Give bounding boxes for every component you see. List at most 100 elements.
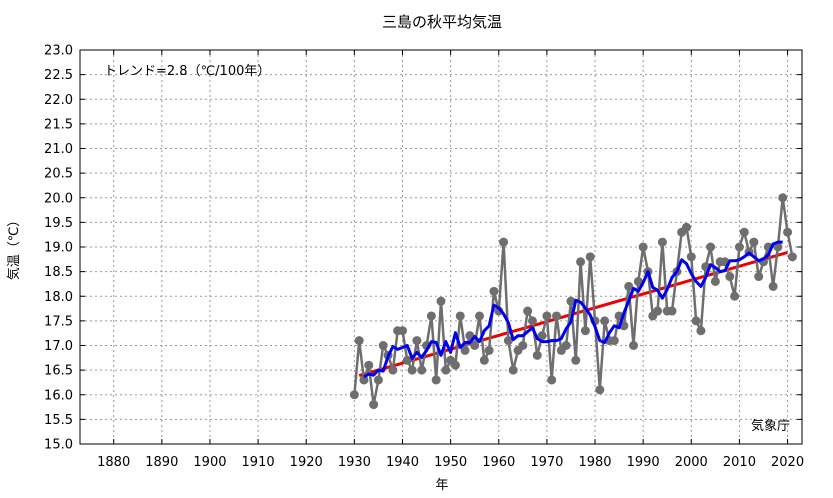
- x-tick-label: 1880: [97, 455, 130, 470]
- annual-point: [734, 242, 744, 252]
- annual-point: [629, 341, 639, 350]
- annual-point: [576, 257, 586, 267]
- y-tick-label: 21.0: [44, 142, 73, 157]
- annual-point: [441, 365, 451, 375]
- annual-point: [657, 237, 667, 247]
- annual-point: [787, 252, 797, 262]
- annual-point: [354, 336, 364, 346]
- grid: [80, 50, 802, 444]
- annual-point: [706, 242, 716, 252]
- y-tick-label: 15.0: [44, 438, 73, 453]
- annual-point: [426, 311, 436, 321]
- x-tick-label: 1970: [530, 455, 563, 470]
- annual-point: [667, 306, 677, 316]
- y-tick-label: 22.0: [44, 93, 73, 108]
- x-tick-label: 1900: [193, 455, 226, 470]
- annual-point: [768, 281, 778, 291]
- annual-point: [681, 222, 691, 232]
- annual-point: [369, 400, 379, 410]
- annual-point: [499, 237, 509, 247]
- trend-annotation: トレンド=2.8（℃/100年）: [104, 64, 270, 79]
- y-tick-label: 22.5: [44, 68, 73, 83]
- x-tick-label: 2000: [675, 455, 708, 470]
- annual-point: [725, 272, 735, 282]
- annual-point: [653, 306, 663, 316]
- annual-point: [417, 365, 427, 375]
- y-tick-label: 20.5: [44, 167, 73, 182]
- annual-point: [450, 360, 460, 370]
- y-tick-label: 16.0: [44, 388, 73, 403]
- y-tick-label: 21.5: [44, 117, 73, 132]
- x-tick-label: 1940: [386, 455, 419, 470]
- annual-point: [552, 311, 562, 321]
- annual-point: [349, 390, 359, 400]
- annual-point: [518, 341, 528, 350]
- running-mean-line: [363, 240, 783, 379]
- annual-point: [537, 331, 547, 341]
- annual-point: [686, 252, 696, 262]
- annual-point: [364, 360, 374, 370]
- annual-point: [508, 365, 518, 375]
- annual-point: [783, 227, 793, 237]
- annual-layer: [349, 193, 797, 410]
- y-tick-label: 17.0: [44, 339, 73, 354]
- source-label: 気象庁: [751, 418, 790, 434]
- y-tick-label: 19.0: [44, 241, 73, 256]
- mean-layer: [363, 240, 783, 379]
- annual-point: [431, 375, 441, 385]
- annual-point: [749, 237, 759, 247]
- annual-point: [479, 355, 489, 365]
- annual-point: [739, 227, 749, 237]
- y-tick-label: 15.5: [44, 413, 73, 428]
- annual-point: [460, 345, 470, 355]
- y-axis: 15.0 15.5 16.0 16.5 17.0 17.5 18.0 18.5 19.0 19.5…: [44, 44, 802, 453]
- annual-point: [633, 276, 643, 286]
- annual-point: [407, 365, 417, 375]
- annual-point: [397, 326, 407, 336]
- annual-point: [571, 355, 581, 365]
- x-tick-label: 2020: [771, 455, 804, 470]
- annual-point: [754, 272, 764, 282]
- x-tick-label: 1910: [242, 455, 275, 470]
- annual-point: [402, 355, 412, 365]
- y-tick-label: 17.5: [44, 314, 73, 329]
- y-tick-label: 23.0: [44, 44, 73, 59]
- annual-point: [778, 193, 788, 203]
- annual-point: [527, 316, 537, 326]
- annual-point: [638, 242, 648, 252]
- annual-point: [595, 385, 605, 395]
- annual-point: [388, 365, 398, 375]
- y-axis-label: 気温（℃）: [6, 214, 22, 281]
- annual-point: [710, 276, 720, 286]
- annual-point: [691, 316, 701, 326]
- y-tick-label: 18.5: [44, 265, 73, 280]
- annual-point: [609, 336, 619, 346]
- annual-point: [373, 375, 383, 385]
- annual-point: [580, 326, 590, 336]
- y-tick-label: 18.0: [44, 290, 73, 305]
- annual-point: [532, 350, 542, 360]
- annual-point: [484, 345, 494, 355]
- y-tick-label: 19.5: [44, 216, 73, 231]
- annual-point: [730, 291, 740, 301]
- annual-point: [455, 311, 465, 321]
- x-tick-label: 1930: [338, 455, 371, 470]
- annual-point: [547, 375, 557, 385]
- x-axis: 1880 1890 1900 1910 1920 1930 1940 1950 1960 1970…: [97, 50, 804, 470]
- annual-point: [696, 326, 706, 336]
- annual-point: [585, 252, 595, 262]
- x-tick-label: 1990: [627, 455, 660, 470]
- annual-point: [475, 311, 485, 321]
- annual-point: [773, 242, 783, 252]
- x-tick-label: 1920: [290, 455, 323, 470]
- annual-point: [436, 296, 446, 306]
- annual-point: [412, 336, 422, 346]
- x-tick-label: 1960: [482, 455, 515, 470]
- annual-point: [600, 316, 610, 326]
- x-tick-label: 1980: [578, 455, 611, 470]
- annual-point: [542, 311, 552, 321]
- y-tick-label: 20.0: [44, 191, 73, 206]
- x-tick-label: 2010: [723, 455, 756, 470]
- annual-point: [489, 286, 499, 296]
